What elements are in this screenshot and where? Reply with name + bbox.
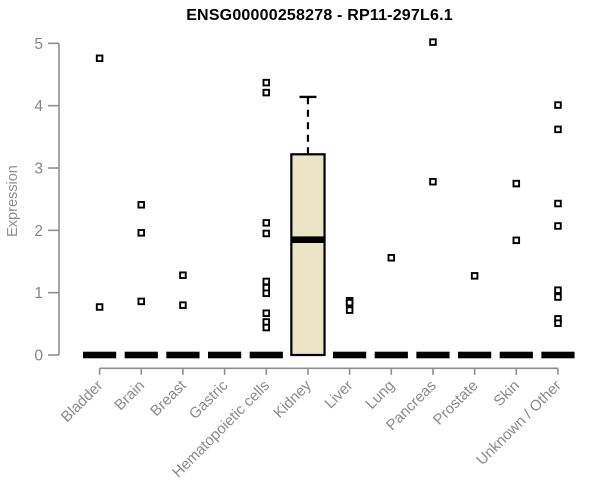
y-tick-label: 4 xyxy=(34,98,43,115)
iqr-box xyxy=(290,153,326,357)
outlier-point xyxy=(262,229,271,238)
outlier-point xyxy=(512,179,521,188)
outlier-point xyxy=(512,236,521,245)
x-category-label-brain: Brain xyxy=(111,377,148,414)
x-category-label-lung: Lung xyxy=(362,377,398,413)
outlier-point xyxy=(554,101,562,109)
outlier-point xyxy=(262,323,271,332)
median-line xyxy=(124,351,158,359)
outlier-point xyxy=(387,254,396,262)
x-category-label-breast: Breast xyxy=(147,377,190,420)
x-category-label-kidney: Kidney xyxy=(270,377,315,422)
outlier-point xyxy=(262,88,271,97)
outlier-point xyxy=(262,78,271,87)
y-axis-label: Expression xyxy=(5,165,21,237)
outlier-point xyxy=(554,319,562,327)
median-line xyxy=(249,351,283,359)
outlier-point xyxy=(179,271,187,279)
outlier-point xyxy=(345,306,354,314)
box-liver xyxy=(333,297,367,359)
x-category-label-bladder: Bladder xyxy=(58,377,107,426)
outlier-point xyxy=(262,309,271,317)
outlier-point xyxy=(137,297,146,306)
chart-title: ENSG00000258278 - RP11-297L6.1 xyxy=(186,7,453,24)
x-category-label-skin: Skin xyxy=(490,377,523,410)
median-line xyxy=(541,351,575,359)
outlier-point xyxy=(554,222,562,230)
outlier-point xyxy=(429,38,437,46)
box-pancreas xyxy=(416,38,450,359)
median-line xyxy=(416,351,450,359)
median-line xyxy=(333,351,367,359)
median-line xyxy=(166,351,200,359)
outlier-point xyxy=(95,54,104,63)
x-category-label-liver: Liver xyxy=(321,377,356,412)
box-hematopoietic-cells xyxy=(249,78,283,359)
outlier-point xyxy=(262,289,271,298)
y-tick-label: 1 xyxy=(34,285,43,302)
box-unknown-other xyxy=(541,101,575,359)
outlier-point xyxy=(554,199,562,208)
outlier-point xyxy=(262,277,271,286)
median-line xyxy=(83,351,117,359)
y-tick-label: 2 xyxy=(34,223,43,240)
box-gastric xyxy=(208,351,242,359)
median-line xyxy=(458,351,492,359)
box-lung xyxy=(374,254,408,359)
median-line xyxy=(291,236,325,243)
y-tick-label: 0 xyxy=(34,348,43,365)
outlier-point xyxy=(554,286,562,294)
outlier-point xyxy=(262,219,271,227)
box-prostate xyxy=(458,272,492,359)
outlier-point xyxy=(554,125,562,134)
x-category-label-prostate: Prostate xyxy=(430,377,482,429)
outlier-point xyxy=(345,298,354,307)
outlier-point xyxy=(470,272,479,280)
box-skin xyxy=(499,179,533,359)
y-tick-label: 5 xyxy=(34,36,43,53)
box-brain xyxy=(124,201,158,359)
box-breast xyxy=(166,271,200,359)
median-line xyxy=(374,351,408,359)
outlier-point xyxy=(137,229,146,237)
outlier-point xyxy=(137,201,146,209)
outlier-point xyxy=(554,293,562,301)
outlier-point xyxy=(95,303,104,311)
box-kidney xyxy=(290,95,326,357)
box-bladder xyxy=(83,54,117,359)
outlier-point xyxy=(179,301,187,309)
outlier-point xyxy=(429,177,437,186)
y-tick-label: 3 xyxy=(34,161,43,178)
median-line xyxy=(499,351,533,359)
median-line xyxy=(208,351,242,359)
